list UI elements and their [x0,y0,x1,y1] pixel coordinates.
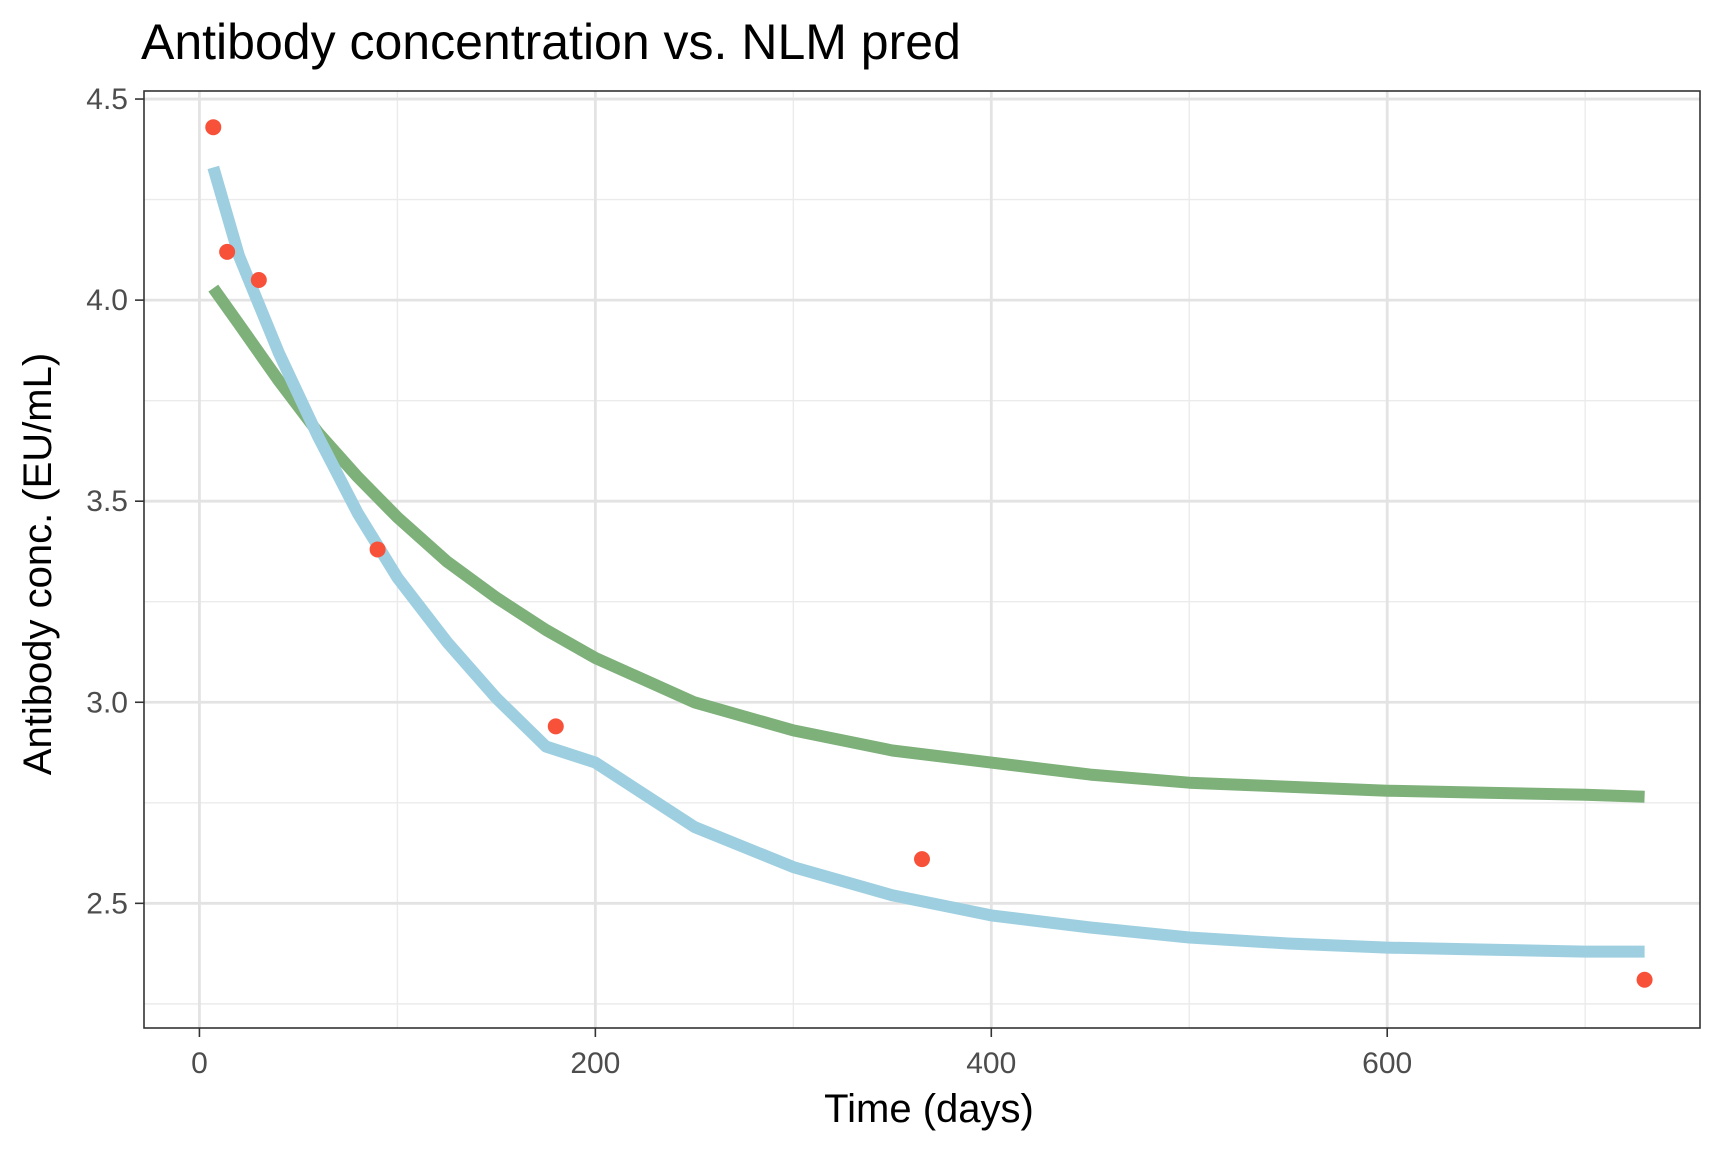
observed-points [205,119,1653,988]
chart-title: Antibody concentration vs. NLM pred [141,14,961,70]
series-line-2 [207,165,1645,958]
y-axis: 2.5 3.0 3.5 4.0 4.5 [86,83,144,920]
plot-panel [143,90,1701,1029]
series-lines [207,165,1645,958]
y-tick-label: 2.5 [86,887,128,920]
panel-border [143,90,1701,1029]
panel-background [144,91,1700,1028]
observed-point [205,119,222,136]
observed-point [547,718,564,735]
observed-point [914,851,930,868]
x-axis: 0 200 400 600 [191,1028,1412,1080]
x-tick-label: 0 [191,1047,208,1080]
observed-point [369,541,386,558]
y-axis-label: Antibody conc. (EU/mL) [16,353,60,775]
x-axis-label: Time (days) [824,1087,1034,1131]
x-tick-label: 400 [966,1047,1016,1080]
minor-gridlines [144,91,1700,1028]
observed-point [250,272,267,289]
y-tick-label: 4.5 [86,83,128,116]
observed-point [1636,971,1653,988]
observed-point [219,243,236,260]
x-tick-label: 600 [1362,1047,1412,1080]
y-tick-label: 3.0 [86,686,128,719]
series-line-1 [208,284,1645,803]
y-tick-label: 3.5 [86,485,128,518]
y-tick-label: 4.0 [86,284,128,317]
x-tick-label: 200 [570,1047,620,1080]
